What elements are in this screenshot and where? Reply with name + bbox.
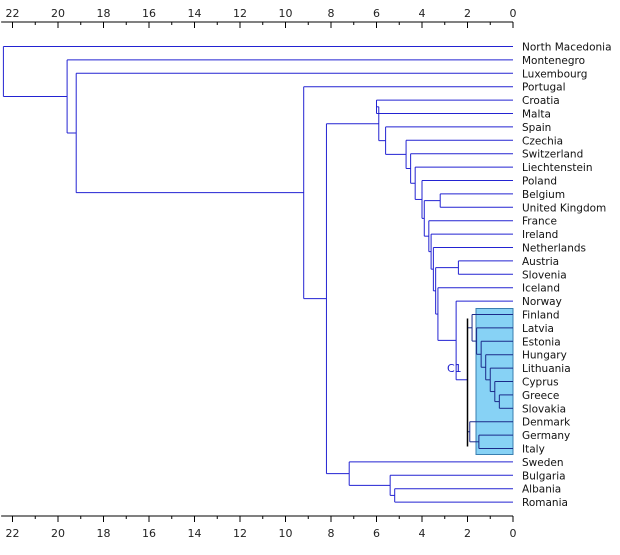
top-axis: 22 20 18 16 14 12 10 8 6 4 2 0 — [1, 7, 517, 28]
leaf-label: Lithuania — [522, 363, 571, 375]
leaf-label: Spain — [522, 122, 551, 134]
leaf-label: Romania — [522, 497, 568, 509]
leaf-label: North Macedonia — [522, 42, 612, 54]
bottom-axis-tick-label: 8 — [328, 527, 335, 540]
bottom-axis-tick-label: 6 — [373, 527, 380, 540]
top-axis-tick-label: 20 — [51, 7, 65, 20]
bottom-axis-tick-label: 18 — [97, 527, 111, 540]
leaf-label: Belgium — [522, 189, 565, 201]
leaf-label: Netherlands — [522, 243, 586, 255]
leaf-label: Poland — [522, 176, 557, 188]
leaf-label: Italy — [522, 444, 545, 456]
leaf-label: Luxembourg — [522, 68, 587, 80]
bottom-axis-tick-label: 10 — [279, 527, 293, 540]
top-axis-tick-label: 16 — [142, 7, 156, 20]
leaf-label: Denmark — [522, 417, 571, 429]
top-axis-tick-label: 6 — [373, 7, 380, 20]
leaf-label: Bulgaria — [522, 470, 566, 482]
bottom-axis-tick-label: 14 — [188, 527, 202, 540]
bottom-axis-tick-label: 0 — [510, 527, 517, 540]
top-axis-tick-label: 22 — [6, 7, 20, 20]
leaf-label: Sweden — [522, 457, 564, 469]
leaf-label: Estonia — [522, 336, 561, 348]
bottom-axis-tick-label: 22 — [6, 527, 20, 540]
leaf-label: Finland — [522, 310, 560, 322]
top-axis-tick-label: 14 — [188, 7, 202, 20]
leaf-label: Slovakia — [522, 403, 566, 415]
dendrogram-links — [2, 46, 513, 503]
top-axis-tick-label: 0 — [510, 7, 517, 20]
leaf-label: Portugal — [522, 82, 566, 94]
leaf-label: Cyprus — [522, 377, 559, 389]
leaf-label: Malta — [522, 109, 551, 121]
top-axis-tick-label: 18 — [97, 7, 111, 20]
bottom-axis-tick-label: 12 — [233, 527, 247, 540]
leaf-label: Ireland — [522, 229, 558, 241]
bottom-axis-tick-label: 4 — [419, 527, 426, 540]
bottom-axis-tick-label: 20 — [51, 527, 65, 540]
top-axis-tick-label: 4 — [419, 7, 426, 20]
leaf-label: Slovenia — [522, 269, 567, 281]
leaf-label: United Kingdom — [522, 202, 606, 214]
leaf-label: Albania — [522, 484, 561, 496]
leaf-label: Iceland — [522, 283, 560, 295]
leaf-label: Montenegro — [522, 55, 585, 67]
leaf-label: Greece — [522, 390, 559, 402]
leaf-label: Hungary — [522, 350, 567, 362]
top-axis-tick-label: 10 — [279, 7, 293, 20]
cluster-label: C1 — [447, 362, 462, 375]
leaf-label: Austria — [522, 256, 559, 268]
leaf-label: France — [522, 216, 557, 228]
leaf-label: Switzerland — [522, 149, 583, 161]
leaf-label: Norway — [522, 296, 562, 308]
top-axis-tick-label: 8 — [328, 7, 335, 20]
leaf-label: Czechia — [522, 135, 563, 147]
bottom-axis: 22 20 18 16 14 12 10 8 6 4 2 0 — [1, 515, 517, 540]
top-axis-tick-label: 2 — [464, 7, 471, 20]
bottom-axis-tick-label: 16 — [142, 527, 156, 540]
top-axis-tick-label: 12 — [233, 7, 247, 20]
leaf-label: Latvia — [522, 323, 554, 335]
leaf-label: Croatia — [522, 95, 560, 107]
leaf-label: Germany — [522, 430, 570, 442]
bottom-axis-tick-label: 2 — [464, 527, 471, 540]
leaf-label: Liechtenstein — [522, 162, 593, 174]
